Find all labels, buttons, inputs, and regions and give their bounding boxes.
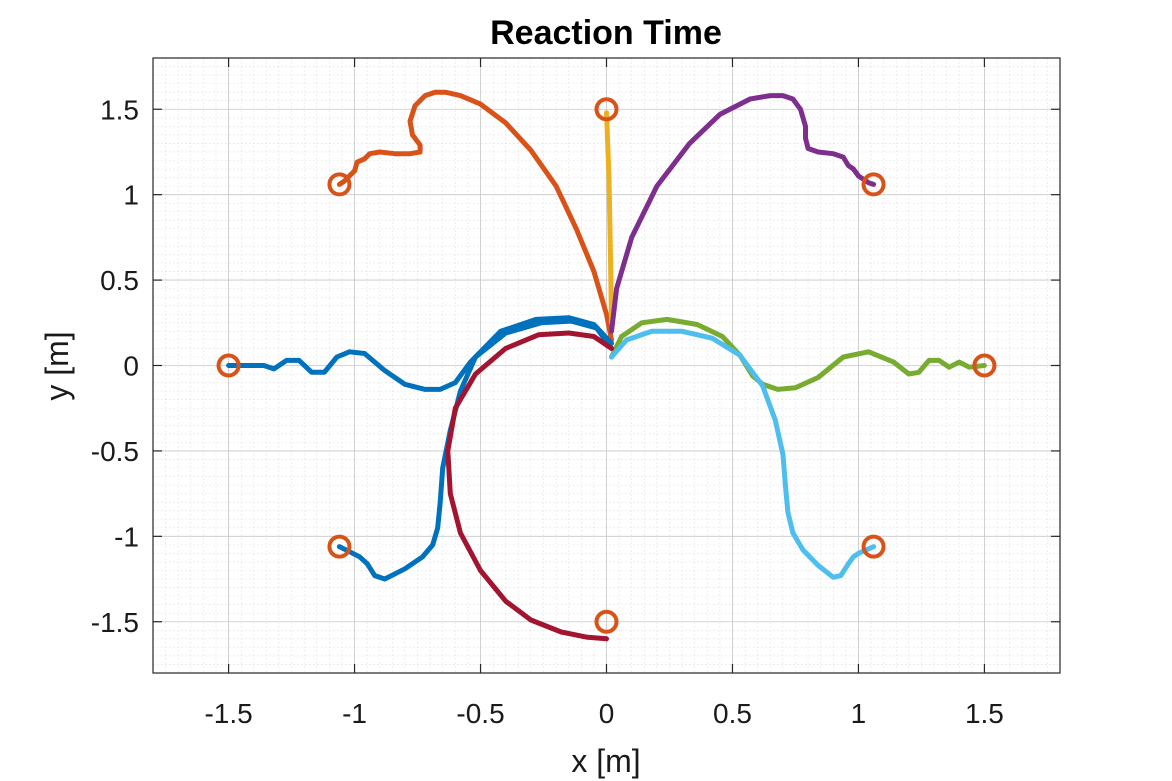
target-marker-2 bbox=[861, 172, 886, 197]
x-tick-label: 0.5 bbox=[713, 698, 752, 729]
x-axis-label: x [m] bbox=[571, 743, 640, 779]
y-tick-label: 0 bbox=[123, 351, 139, 382]
trajectory-line-6 bbox=[336, 318, 614, 582]
y-tick-label: 1 bbox=[123, 180, 139, 211]
target-marker-4 bbox=[327, 172, 352, 197]
x-tick-label: 1.5 bbox=[965, 698, 1004, 729]
y-tick-label: -1 bbox=[114, 521, 139, 552]
y-tick-label: -1.5 bbox=[91, 607, 139, 638]
trajectory-line-4 bbox=[609, 316, 987, 392]
trajectory-line-5 bbox=[609, 328, 877, 580]
y-tick-label: 0.5 bbox=[100, 265, 139, 296]
trajectory-line-2 bbox=[604, 110, 614, 326]
y-axis-label: y [m] bbox=[39, 331, 75, 400]
ticks-layer: -1.5 -1 -0.5 0 0.5 1 1.5 -1.5 -1 -0.5 0 0.5 1 1.5 bbox=[91, 58, 1060, 729]
target-marker-3 bbox=[594, 97, 619, 122]
target-marker-5 bbox=[216, 353, 241, 378]
x-tick-label: -1 bbox=[342, 698, 367, 729]
trajectory-line-7 bbox=[226, 315, 614, 392]
y-tick-label: 1.5 bbox=[100, 94, 139, 125]
target-marker-6 bbox=[327, 534, 352, 559]
series-layer bbox=[226, 89, 987, 642]
chart-title: Reaction Time bbox=[490, 14, 722, 52]
trajectory-line-1 bbox=[336, 89, 614, 343]
x-tick-label: 1 bbox=[851, 698, 867, 729]
target-marker-1 bbox=[972, 353, 997, 378]
trajectory-line-3 bbox=[609, 93, 877, 334]
x-tick-label: -1.5 bbox=[204, 698, 252, 729]
trajectory-line-8 bbox=[445, 330, 614, 642]
target-marker-7 bbox=[594, 609, 619, 634]
x-tick-label: -0.5 bbox=[456, 698, 504, 729]
targets-layer bbox=[216, 97, 997, 634]
target-marker-8 bbox=[861, 534, 886, 559]
x-tick-label: 0 bbox=[599, 698, 615, 729]
y-tick-label: -0.5 bbox=[91, 436, 139, 467]
major-grid bbox=[153, 58, 1060, 673]
